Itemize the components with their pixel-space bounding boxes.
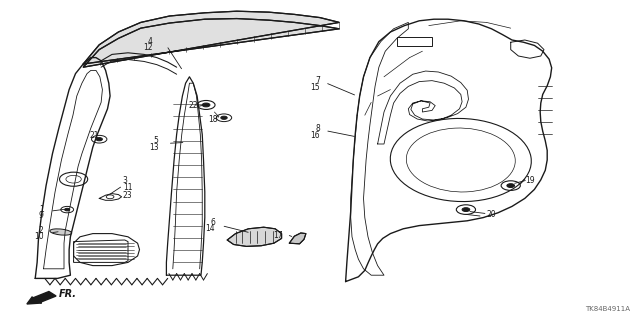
Text: 8: 8	[316, 124, 320, 133]
Text: 4: 4	[147, 37, 152, 46]
Text: TK84B4911A: TK84B4911A	[586, 306, 630, 312]
Text: 23: 23	[123, 191, 132, 200]
Text: 7: 7	[315, 76, 320, 85]
Text: 10: 10	[34, 232, 44, 241]
Polygon shape	[289, 233, 306, 244]
Bar	[397, 37, 432, 46]
Text: 15: 15	[310, 83, 320, 92]
Ellipse shape	[50, 229, 72, 235]
Text: 6: 6	[210, 218, 215, 227]
Circle shape	[507, 184, 515, 188]
Text: 19: 19	[525, 176, 534, 185]
Text: 5: 5	[154, 136, 159, 145]
Text: 11: 11	[123, 183, 132, 192]
Circle shape	[65, 208, 70, 211]
Circle shape	[202, 103, 210, 107]
Text: 14: 14	[205, 224, 215, 233]
Text: 16: 16	[310, 131, 320, 140]
Text: 20: 20	[486, 210, 496, 219]
Text: 22: 22	[189, 101, 198, 110]
Polygon shape	[83, 11, 339, 67]
Text: 3: 3	[123, 176, 128, 185]
Text: 18: 18	[208, 115, 218, 124]
Circle shape	[96, 138, 102, 141]
Text: FR.: FR.	[59, 289, 77, 299]
Text: 12: 12	[143, 44, 152, 52]
Circle shape	[221, 116, 227, 119]
Text: 9: 9	[38, 212, 44, 220]
Polygon shape	[227, 227, 282, 246]
Text: 13: 13	[149, 143, 159, 152]
Circle shape	[462, 208, 470, 212]
Text: 2: 2	[39, 226, 44, 235]
Text: 21: 21	[90, 132, 99, 140]
FancyArrow shape	[27, 292, 56, 304]
Text: 17: 17	[273, 231, 283, 240]
Text: 1: 1	[39, 205, 44, 214]
